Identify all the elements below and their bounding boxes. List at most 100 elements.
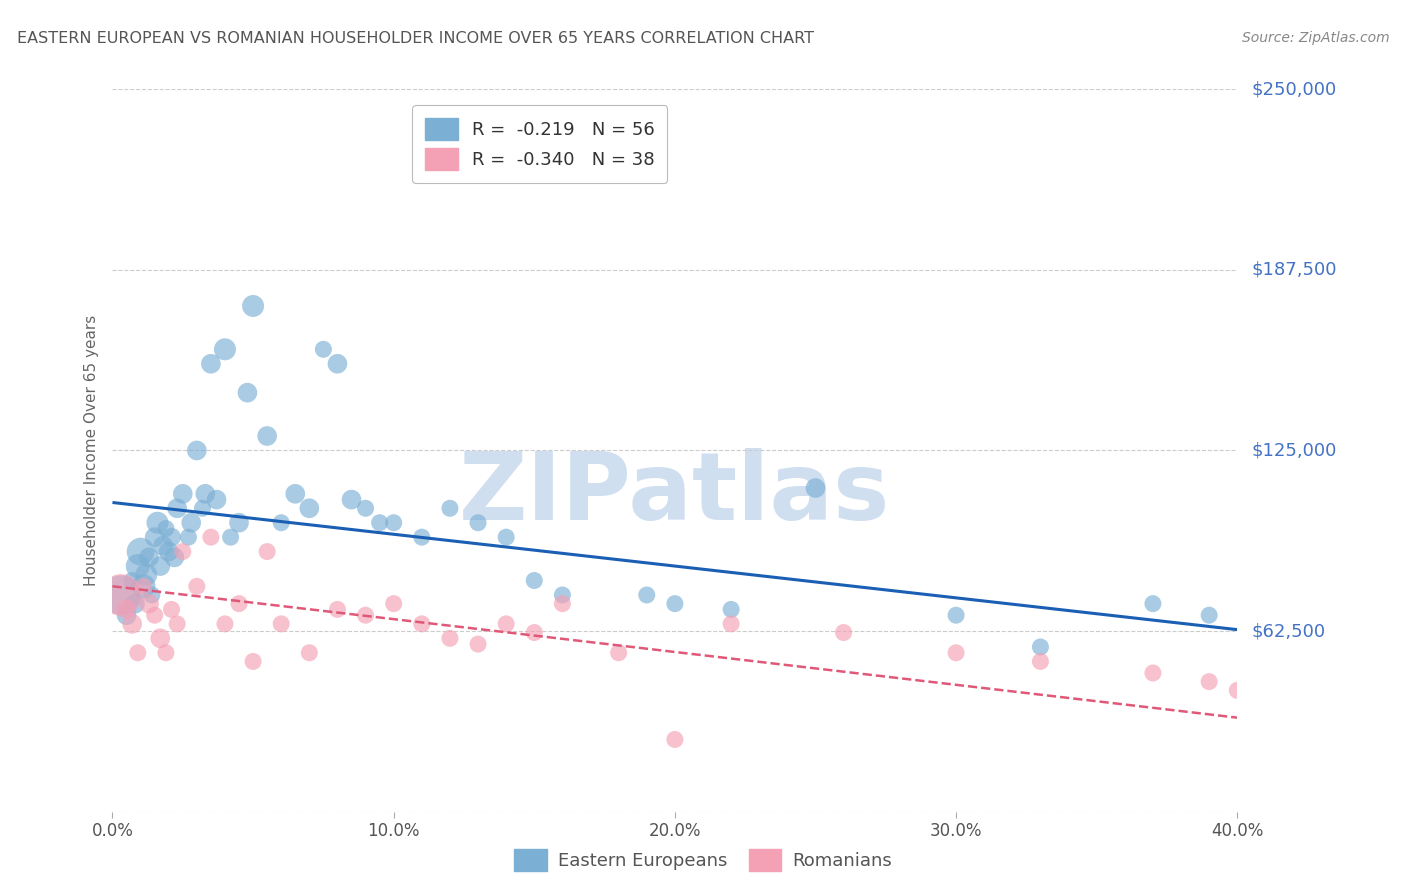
Point bbox=[124, 597, 146, 611]
Point bbox=[326, 357, 349, 371]
Point bbox=[110, 588, 132, 602]
Point bbox=[326, 602, 349, 616]
Point bbox=[607, 646, 630, 660]
Point bbox=[368, 516, 391, 530]
Point bbox=[110, 588, 132, 602]
Point bbox=[121, 616, 143, 631]
Point bbox=[242, 655, 264, 669]
Point bbox=[720, 602, 742, 616]
Point bbox=[1142, 665, 1164, 680]
Point bbox=[298, 501, 321, 516]
Point bbox=[832, 625, 855, 640]
Point bbox=[495, 530, 517, 544]
Point bbox=[157, 544, 180, 558]
Point bbox=[200, 530, 222, 544]
Point bbox=[186, 443, 208, 458]
Point bbox=[636, 588, 658, 602]
Point bbox=[138, 597, 160, 611]
Point bbox=[411, 616, 433, 631]
Point bbox=[205, 492, 228, 507]
Point bbox=[382, 516, 405, 530]
Point bbox=[228, 516, 250, 530]
Point bbox=[945, 646, 967, 660]
Point bbox=[467, 637, 489, 651]
Point bbox=[132, 579, 155, 593]
Point bbox=[1029, 640, 1052, 654]
Text: $62,500: $62,500 bbox=[1251, 622, 1326, 640]
Point bbox=[523, 574, 546, 588]
Point bbox=[138, 550, 160, 565]
Point bbox=[312, 343, 335, 357]
Point bbox=[411, 530, 433, 544]
Point bbox=[160, 602, 183, 616]
Point bbox=[298, 646, 321, 660]
Point bbox=[149, 632, 172, 646]
Point bbox=[242, 299, 264, 313]
Point bbox=[228, 597, 250, 611]
Point bbox=[256, 429, 278, 443]
Point bbox=[146, 516, 169, 530]
Point bbox=[804, 481, 827, 495]
Point bbox=[523, 625, 546, 640]
Point bbox=[1226, 683, 1249, 698]
Point bbox=[439, 501, 461, 516]
Point bbox=[664, 732, 686, 747]
Point bbox=[354, 501, 377, 516]
Point bbox=[256, 544, 278, 558]
Legend: R =  -0.219   N = 56, R =  -0.340   N = 38: R = -0.219 N = 56, R = -0.340 N = 38 bbox=[412, 105, 668, 183]
Point bbox=[551, 588, 574, 602]
Point bbox=[166, 501, 188, 516]
Text: ZIPatlas: ZIPatlas bbox=[460, 448, 890, 540]
Point bbox=[495, 616, 517, 631]
Point bbox=[143, 530, 166, 544]
Point bbox=[172, 544, 194, 558]
Point bbox=[340, 492, 363, 507]
Point bbox=[191, 501, 214, 516]
Point bbox=[172, 487, 194, 501]
Point bbox=[115, 602, 138, 616]
Point bbox=[155, 646, 177, 660]
Point bbox=[115, 608, 138, 623]
Point bbox=[160, 530, 183, 544]
Point bbox=[1029, 655, 1052, 669]
Point bbox=[132, 579, 155, 593]
Point bbox=[166, 616, 188, 631]
Point bbox=[1142, 597, 1164, 611]
Point bbox=[551, 597, 574, 611]
Point bbox=[439, 632, 461, 646]
Point bbox=[194, 487, 217, 501]
Point bbox=[135, 567, 157, 582]
Point bbox=[186, 579, 208, 593]
Point bbox=[163, 550, 186, 565]
Point bbox=[152, 539, 174, 553]
Point bbox=[180, 516, 202, 530]
Text: Source: ZipAtlas.com: Source: ZipAtlas.com bbox=[1241, 31, 1389, 45]
Point bbox=[1198, 608, 1220, 623]
Point bbox=[284, 487, 307, 501]
Point bbox=[141, 588, 163, 602]
Point bbox=[200, 357, 222, 371]
Point bbox=[214, 343, 236, 357]
Point bbox=[270, 616, 292, 631]
Point bbox=[149, 559, 172, 574]
Point bbox=[467, 516, 489, 530]
Point bbox=[354, 608, 377, 623]
Point bbox=[127, 559, 149, 574]
Legend: Eastern Europeans, Romanians: Eastern Europeans, Romanians bbox=[508, 842, 898, 879]
Text: $187,500: $187,500 bbox=[1251, 260, 1337, 279]
Point bbox=[720, 616, 742, 631]
Point bbox=[214, 616, 236, 631]
Text: $250,000: $250,000 bbox=[1251, 80, 1337, 98]
Point bbox=[121, 574, 143, 588]
Point bbox=[664, 597, 686, 611]
Point bbox=[143, 608, 166, 623]
Point bbox=[236, 385, 259, 400]
Point bbox=[129, 544, 152, 558]
Text: $125,000: $125,000 bbox=[1251, 442, 1337, 459]
Point bbox=[270, 516, 292, 530]
Point bbox=[219, 530, 242, 544]
Y-axis label: Householder Income Over 65 years: Householder Income Over 65 years bbox=[84, 315, 100, 586]
Point bbox=[177, 530, 200, 544]
Point bbox=[945, 608, 967, 623]
Point bbox=[382, 597, 405, 611]
